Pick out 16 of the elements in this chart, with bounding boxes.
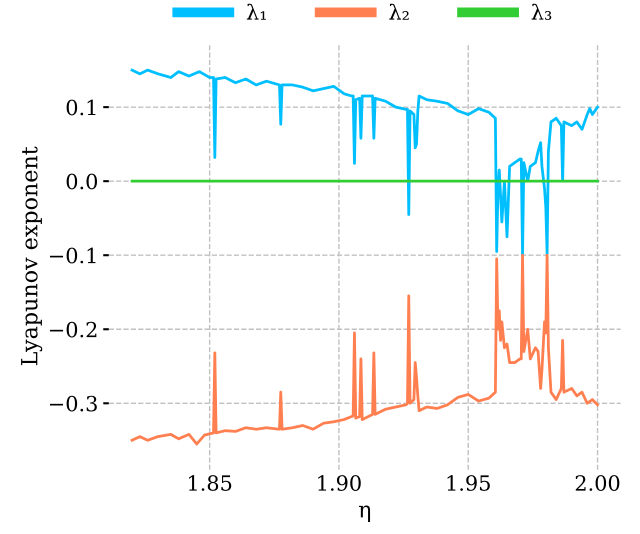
legend-label: λ₃ [532, 4, 552, 20]
y-tick-label: −0.2 [50, 322, 96, 338]
x-tick-label: 1.90 [318, 475, 361, 491]
y-tick-label: −0.3 [50, 396, 97, 412]
x-axis-title: η [358, 506, 370, 522]
line-series [130, 254, 599, 446]
x-tick-label: 2.00 [576, 475, 620, 491]
line-series [130, 68, 599, 257]
y-tick-label: 0.1 [66, 100, 96, 116]
x-tick-label: 1.95 [448, 475, 490, 491]
y-tick-label: −0.1 [50, 248, 96, 264]
legend-label: λ₂ [389, 4, 409, 20]
y-axis-title: Lyapunov exponent [21, 146, 42, 366]
y-tick-label: 0.0 [66, 174, 97, 190]
x-tick-label: 1.85 [188, 475, 232, 491]
legend-label: λ₁ [246, 4, 266, 20]
